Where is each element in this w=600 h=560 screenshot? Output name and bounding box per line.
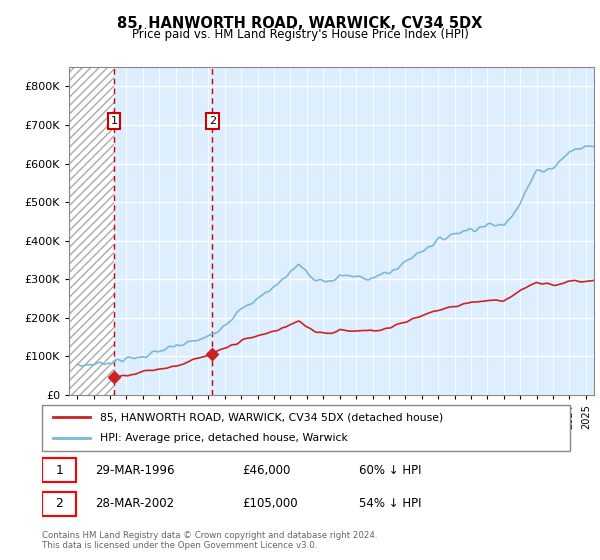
- Text: 1: 1: [55, 464, 64, 477]
- Text: 85, HANWORTH ROAD, WARWICK, CV34 5DX (detached house): 85, HANWORTH ROAD, WARWICK, CV34 5DX (de…: [100, 412, 443, 422]
- Text: 2: 2: [55, 497, 64, 510]
- Bar: [69, 67, 114, 395]
- FancyBboxPatch shape: [42, 492, 76, 516]
- FancyBboxPatch shape: [42, 459, 76, 482]
- FancyBboxPatch shape: [42, 405, 570, 451]
- Text: Price paid vs. HM Land Registry's House Price Index (HPI): Price paid vs. HM Land Registry's House …: [131, 28, 469, 41]
- Text: 1: 1: [110, 116, 118, 126]
- Text: £46,000: £46,000: [242, 464, 291, 477]
- Text: £105,000: £105,000: [242, 497, 298, 510]
- Text: 54% ↓ HPI: 54% ↓ HPI: [359, 497, 421, 510]
- Text: Contains HM Land Registry data © Crown copyright and database right 2024.
This d: Contains HM Land Registry data © Crown c…: [42, 531, 377, 550]
- Bar: [114, 67, 212, 395]
- Text: 29-MAR-1996: 29-MAR-1996: [95, 464, 175, 477]
- Text: 85, HANWORTH ROAD, WARWICK, CV34 5DX: 85, HANWORTH ROAD, WARWICK, CV34 5DX: [118, 16, 482, 31]
- Text: 60% ↓ HPI: 60% ↓ HPI: [359, 464, 421, 477]
- Text: HPI: Average price, detached house, Warwick: HPI: Average price, detached house, Warw…: [100, 433, 348, 444]
- Text: 2: 2: [209, 116, 216, 126]
- Text: 28-MAR-2002: 28-MAR-2002: [95, 497, 174, 510]
